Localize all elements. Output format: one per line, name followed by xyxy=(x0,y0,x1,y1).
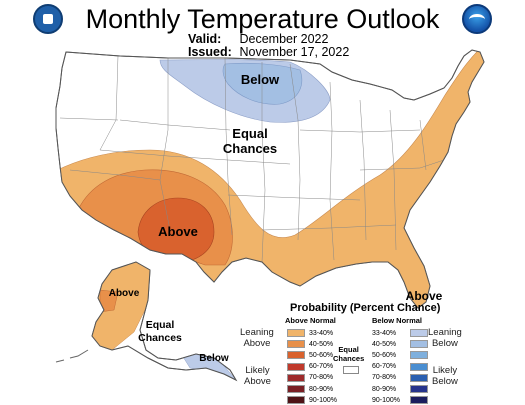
legend-below-swatch xyxy=(410,351,428,360)
legend-leaning-below-line-1: Leaning xyxy=(428,327,462,338)
alaska-region xyxy=(55,261,238,382)
legend-above-range-label: 40-50% xyxy=(309,340,334,348)
below-40-50-northern-plains xyxy=(222,62,303,105)
map-label-below-alaska: Below xyxy=(199,353,229,364)
legend-above-range-label: 33-40% xyxy=(309,329,334,337)
legend-title: Probability (Percent Chance) xyxy=(290,302,441,314)
legend-below-row: 50-60% xyxy=(372,350,428,360)
legend-above-row: 70-80% xyxy=(287,373,343,383)
issued-value: November 17, 2022 xyxy=(239,45,350,59)
legend-below-swatch xyxy=(410,329,428,337)
legend-above-row: 60-70% xyxy=(287,362,343,372)
legend-equal-chances-label: Equal Chances xyxy=(333,345,364,363)
legend-below-range-label: 80-90% xyxy=(372,385,397,393)
legend-above-range-label: 70-80% xyxy=(309,374,334,382)
legend-equal-line-2: Chances xyxy=(333,354,365,363)
legend-below-row: 60-70% xyxy=(372,362,428,372)
legend-likely-below-label: Likely Below xyxy=(432,365,458,387)
legend-above-heading: Above Normal xyxy=(285,316,336,325)
legend-leaning-above-line-1: Leaning xyxy=(240,327,274,338)
legend-likely-below-line-1: Likely xyxy=(432,365,458,376)
issued-date: Issued: November 17, 2022 xyxy=(188,45,349,59)
legend-below-row: 40-50% xyxy=(372,339,428,349)
legend-equal-chances-swatch xyxy=(343,366,359,374)
legend-below-heading: Below Normal xyxy=(372,316,423,325)
legend-below-row: 70-80% xyxy=(372,373,428,383)
legend-below-range-label: 50-60% xyxy=(372,351,397,359)
legend-leaning-below-label: Leaning Below xyxy=(428,327,462,349)
noaa-logo-icon xyxy=(462,4,492,34)
valid-label: Valid: xyxy=(188,32,222,46)
legend-likely-above-label: Likely Above xyxy=(244,365,271,387)
legend-above-range-label: 90-100% xyxy=(309,396,338,404)
legend-above-row: 40-50% xyxy=(287,339,343,349)
legend-below-row: 80-90% xyxy=(372,384,428,394)
legend-below-row: 90-100% xyxy=(372,395,428,405)
legend-above-swatch xyxy=(287,340,305,349)
map-label-below-north: Below xyxy=(241,72,280,87)
legend-below-range-label: 40-50% xyxy=(372,340,397,348)
legend-above-swatch xyxy=(287,373,305,382)
valid-period: Valid: December 2022 xyxy=(188,32,328,46)
legend-above-swatch xyxy=(287,329,305,337)
legend-below-row: 33-40% xyxy=(372,328,428,338)
legend-below-swatch xyxy=(410,396,428,405)
map-label-alaska-equal-2: Chances xyxy=(138,332,182,344)
map-label-above-florida: Above xyxy=(406,289,443,303)
issued-label: Issued: xyxy=(188,45,232,59)
aleutian-islands xyxy=(55,349,89,363)
map-label-equal-chances-2: Chances xyxy=(223,141,277,156)
legend-above-range-label: 60-70% xyxy=(309,363,334,371)
legend-leaning-above-line-2: Above xyxy=(243,338,271,349)
legend-above-swatch xyxy=(287,385,305,393)
legend-likely-above-line-1: Likely xyxy=(245,365,270,376)
legend-above-swatch xyxy=(287,351,305,360)
legend-below-range-label: 70-80% xyxy=(372,374,397,382)
legend-above-row: 90-100% xyxy=(287,395,343,405)
legend-likely-above-line-2: Above xyxy=(244,376,271,387)
legend-below-swatch xyxy=(410,385,428,393)
legend-below-range-label: 60-70% xyxy=(372,363,397,371)
legend-above-row: 80-90% xyxy=(287,384,343,394)
valid-value: December 2022 xyxy=(239,32,329,46)
legend-above-range-label: 80-90% xyxy=(309,385,334,393)
legend-below-range-label: 90-100% xyxy=(372,396,401,404)
legend-likely-below-line-2: Below xyxy=(432,376,458,387)
legend-leaning-above-label: Leaning Above xyxy=(240,327,274,349)
legend-leaning-below-line-2: Below xyxy=(431,338,458,349)
state-boundaries xyxy=(59,55,445,263)
map-label-equal-chances-1: Equal xyxy=(232,126,267,141)
page-title: Monthly Temperature Outlook xyxy=(85,4,440,34)
legend-above-swatch xyxy=(287,396,305,405)
alaska-above-33-40 xyxy=(92,262,153,351)
legend-below-swatch xyxy=(410,340,428,349)
map-label-above-southwest: Above xyxy=(158,224,198,239)
map-label-alaska-equal-1: Equal xyxy=(146,319,175,331)
legend-above-swatch xyxy=(287,362,305,371)
legend-below-swatch xyxy=(410,362,428,371)
commerce-department-logo-icon xyxy=(33,4,63,34)
map-label-above-alaska: Above xyxy=(109,288,140,299)
legend-above-range-label: 50-60% xyxy=(309,351,334,359)
legend-above-row: 50-60% xyxy=(287,350,343,360)
legend-below-range-label: 33-40% xyxy=(372,329,397,337)
legend-equal-line-1: Equal xyxy=(338,345,359,354)
legend-below-swatch xyxy=(410,373,428,382)
legend-above-row: 33-40% xyxy=(287,328,343,338)
